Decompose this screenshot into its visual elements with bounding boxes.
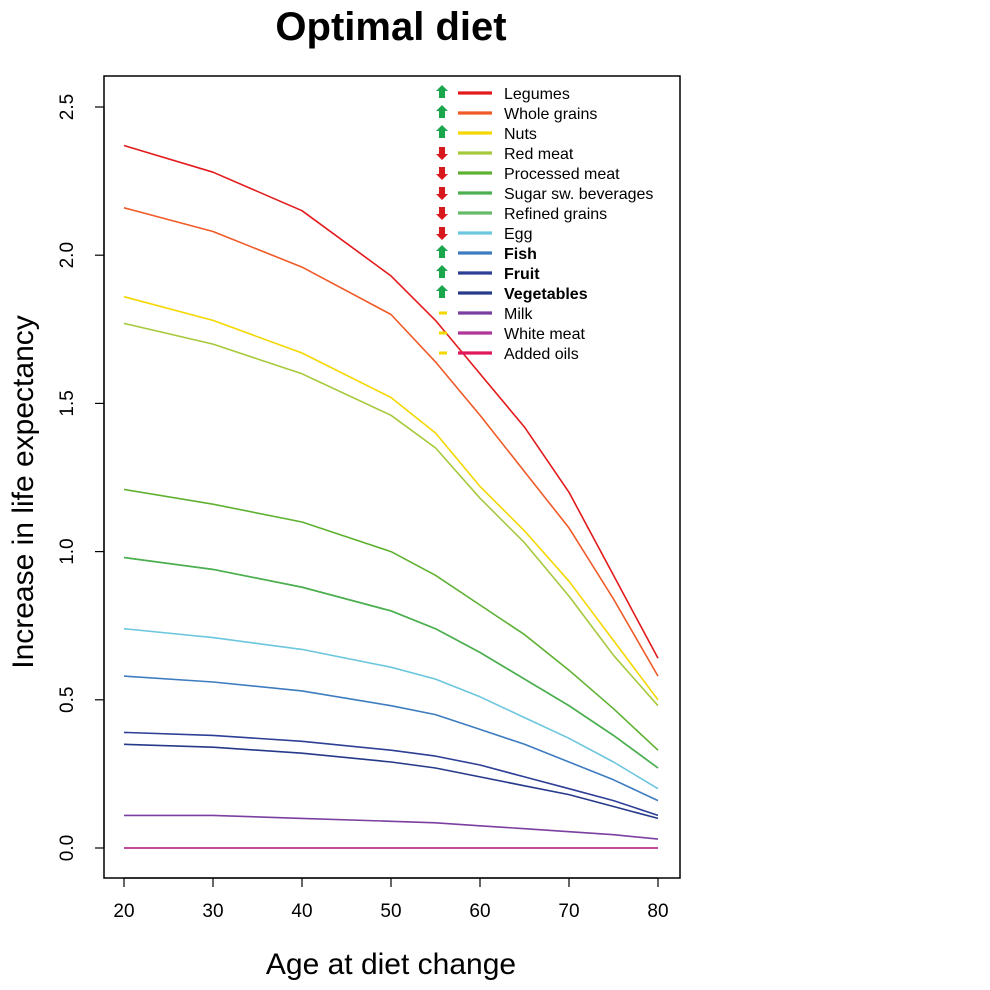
legend-item-white-meat: White meat	[439, 326, 585, 343]
series-line-milk	[124, 814, 659, 840]
series-line-fruit	[123, 731, 659, 817]
legend-label: White meat	[504, 326, 585, 343]
legend-item-milk: Milk	[439, 306, 533, 323]
series-line-processed-meat	[123, 488, 659, 751]
arrow-down-icon	[436, 227, 448, 240]
series-line-egg	[123, 627, 659, 790]
arrow-down-icon	[436, 187, 448, 200]
y-tick-label: 0.0	[57, 835, 78, 861]
series-line-fish	[123, 675, 659, 802]
y-tick-label: 2.0	[57, 242, 78, 268]
legend-label: Fish	[504, 246, 537, 263]
legend-item-added-oils: Added oils	[439, 346, 579, 363]
legend-label: Egg	[504, 226, 532, 243]
legend-item-whole-grains: Whole grains	[436, 105, 597, 123]
y-tick-label: 1.0	[57, 538, 78, 564]
arrow-up-icon	[436, 85, 448, 98]
arrow-up-icon	[436, 285, 448, 298]
arrow-up-icon	[436, 245, 448, 258]
legend-item-legumes: Legumes	[436, 85, 570, 103]
legend-label: Legumes	[504, 86, 570, 103]
chart-title: Optimal diet	[275, 5, 506, 49]
y-tick-label: 1.5	[57, 390, 78, 416]
legend-item-fish: Fish	[436, 245, 537, 263]
x-tick-label: 60	[469, 901, 490, 922]
series-line-red-meat	[123, 322, 659, 707]
y-axis: 0.0 0.5 1.0 1.5 2.0 2.5	[57, 94, 105, 861]
series-line-legumes	[123, 144, 659, 659]
x-axis-label: Age at diet change	[266, 948, 516, 981]
x-tick-label: 20	[113, 901, 134, 922]
legend-item-fruit: Fruit	[436, 265, 540, 283]
legend-label: Whole grains	[504, 106, 597, 123]
x-tick-label: 40	[291, 901, 312, 922]
y-axis-label: Increase in life expectancy	[7, 315, 40, 669]
arrow-up-icon	[436, 265, 448, 278]
arrow-down-icon	[436, 147, 448, 160]
legend-label: Nuts	[504, 126, 537, 143]
series-lines	[123, 144, 659, 849]
legend-label: Vegetables	[504, 286, 588, 303]
arrow-up-icon	[436, 125, 448, 138]
arrow-down-icon	[436, 167, 448, 180]
legend-label: Processed meat	[504, 166, 620, 183]
legend-label: Fruit	[504, 266, 540, 283]
legend-item-sugar-sw-beverages: Sugar sw. beverages	[436, 186, 653, 203]
legend-label: Sugar sw. beverages	[504, 186, 653, 203]
legend-label: Milk	[504, 306, 533, 323]
series-line-sugar-sw-beverages	[123, 556, 659, 769]
legend-label: Added oils	[504, 346, 579, 363]
legend-item-red-meat: Red meat	[436, 146, 574, 163]
y-tick-label: 0.5	[57, 687, 78, 713]
series-line-whole-grains	[123, 207, 659, 677]
series-line-refined-grains	[123, 556, 659, 769]
legend-item-vegetables: Vegetables	[436, 285, 588, 303]
x-tick-label: 30	[202, 901, 223, 922]
series-line-vegetables	[123, 743, 659, 820]
x-tick-label: 50	[380, 901, 401, 922]
x-tick-label: 80	[647, 901, 668, 922]
x-tick-label: 70	[558, 901, 579, 922]
legend-item-nuts: Nuts	[436, 125, 537, 143]
legend-item-egg: Egg	[436, 226, 532, 243]
arrow-up-icon	[436, 105, 448, 118]
legend-label: Refined grains	[504, 206, 607, 223]
arrow-down-icon	[436, 207, 448, 220]
y-tick-label: 2.5	[57, 94, 78, 120]
legend-item-processed-meat: Processed meat	[436, 166, 620, 183]
legend-label: Red meat	[504, 146, 574, 163]
x-axis: 20 30 40 50 60 70 80	[113, 877, 669, 922]
series-line-nuts	[123, 295, 659, 701]
legend: Legumes Whole grains Nuts Red meat Processed…	[436, 85, 653, 363]
legend-item-refined-grains: Refined grains	[436, 206, 607, 223]
